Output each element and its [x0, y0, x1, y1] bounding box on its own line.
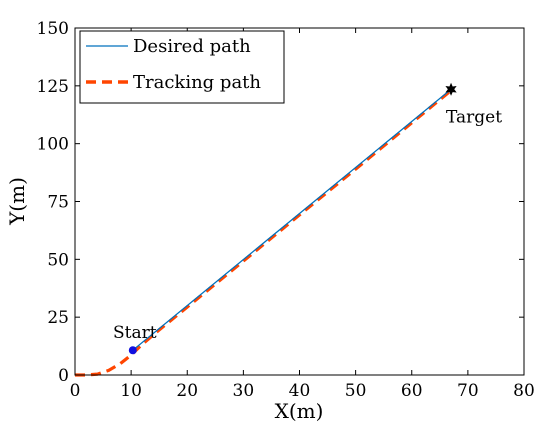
start-label: Start: [113, 323, 157, 343]
y-tick-label: 50: [47, 250, 69, 270]
y-tick-label: 150: [37, 19, 69, 39]
x-tick-label: 30: [233, 381, 255, 401]
x-tick-label: 70: [457, 381, 479, 401]
x-tick-label: 80: [513, 381, 535, 401]
start-marker: [128, 346, 137, 355]
y-tick-label: 25: [47, 308, 69, 328]
y-tick-label: 75: [47, 193, 69, 213]
target-label: Target: [446, 107, 502, 127]
x-tick-label: 0: [70, 381, 81, 401]
series-line-desired-overlay: [132, 88, 452, 351]
legend: Desired path Tracking path: [79, 30, 285, 104]
y-tick-label: 125: [37, 77, 69, 97]
y-tick-label: 0: [58, 366, 69, 386]
target-marker: [445, 82, 457, 96]
x-tick-label: 20: [176, 381, 198, 401]
y-axis-label: Y(m): [5, 177, 29, 226]
x-axis-label: X(m): [275, 399, 324, 423]
x-tick-label: 60: [401, 381, 423, 401]
legend-box: [79, 30, 285, 104]
series-line-tracking: [75, 89, 453, 377]
y-tick-label: 100: [37, 135, 69, 155]
legend-label-desired: Desired path: [133, 36, 251, 57]
x-tick-label: 40: [289, 381, 311, 401]
x-tick-label: 10: [120, 381, 142, 401]
legend-label-tracking: Tracking path: [133, 72, 261, 93]
x-tick-label: 50: [345, 381, 367, 401]
